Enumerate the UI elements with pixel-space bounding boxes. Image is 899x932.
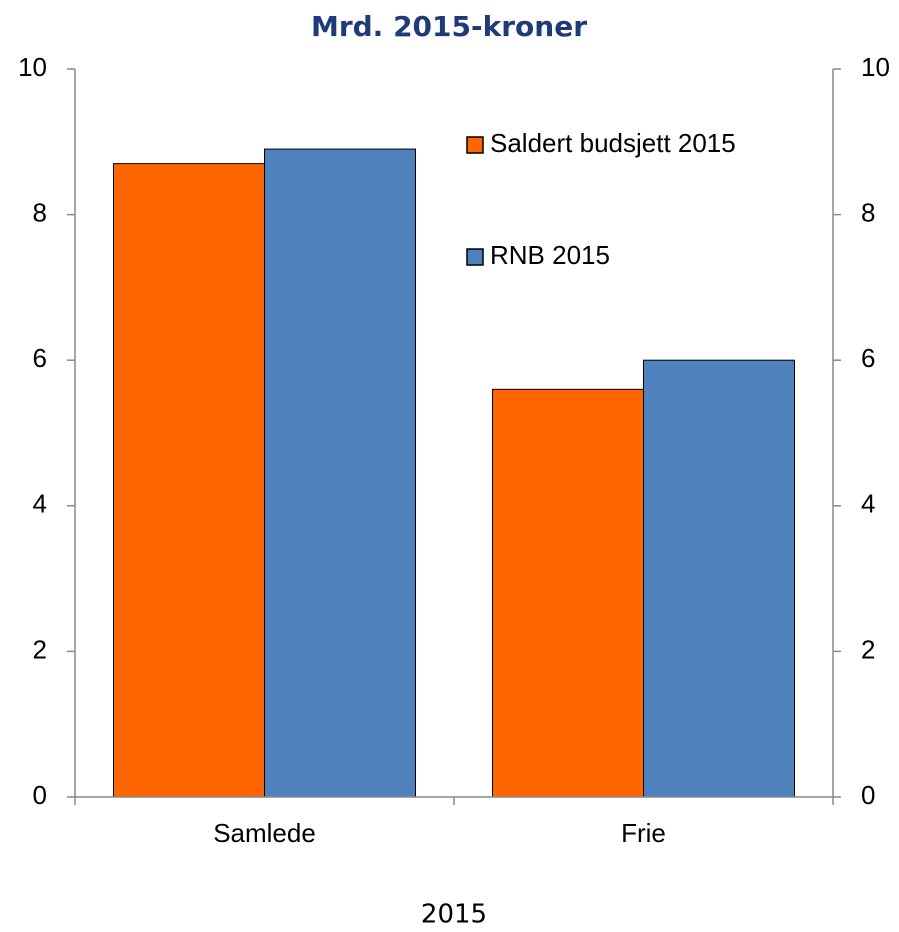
bar: [643, 359, 795, 798]
y-tick-label: 0: [33, 780, 47, 810]
y2-tick-label: 0: [861, 780, 875, 810]
y-tick-label: 6: [33, 343, 47, 373]
y-tick-label: 2: [33, 634, 47, 664]
chart-title: Mrd. 2015-kroner: [311, 10, 587, 43]
y2-tick-label: 10: [861, 52, 890, 82]
y2-tick-label: 4: [861, 489, 875, 519]
legend-label: RNB 2015: [490, 240, 610, 270]
x-tick-label: Frie: [621, 818, 666, 848]
bar: [264, 148, 416, 798]
legend-label: Saldert budsjett 2015: [490, 128, 736, 158]
bar: [492, 388, 644, 798]
y2-tick-label: 6: [861, 343, 875, 373]
y-tick-label: 10: [18, 52, 47, 82]
x-axis-label: 2015: [421, 900, 487, 930]
bar: [113, 163, 265, 798]
y2-tick-label: 2: [861, 634, 875, 664]
legend-swatch: [466, 136, 484, 154]
y-tick-label: 4: [33, 489, 47, 519]
y-tick-label: 8: [33, 197, 47, 227]
legend-swatch: [466, 248, 484, 266]
x-tick-label: Samlede: [213, 818, 316, 848]
y2-tick-label: 8: [861, 197, 875, 227]
